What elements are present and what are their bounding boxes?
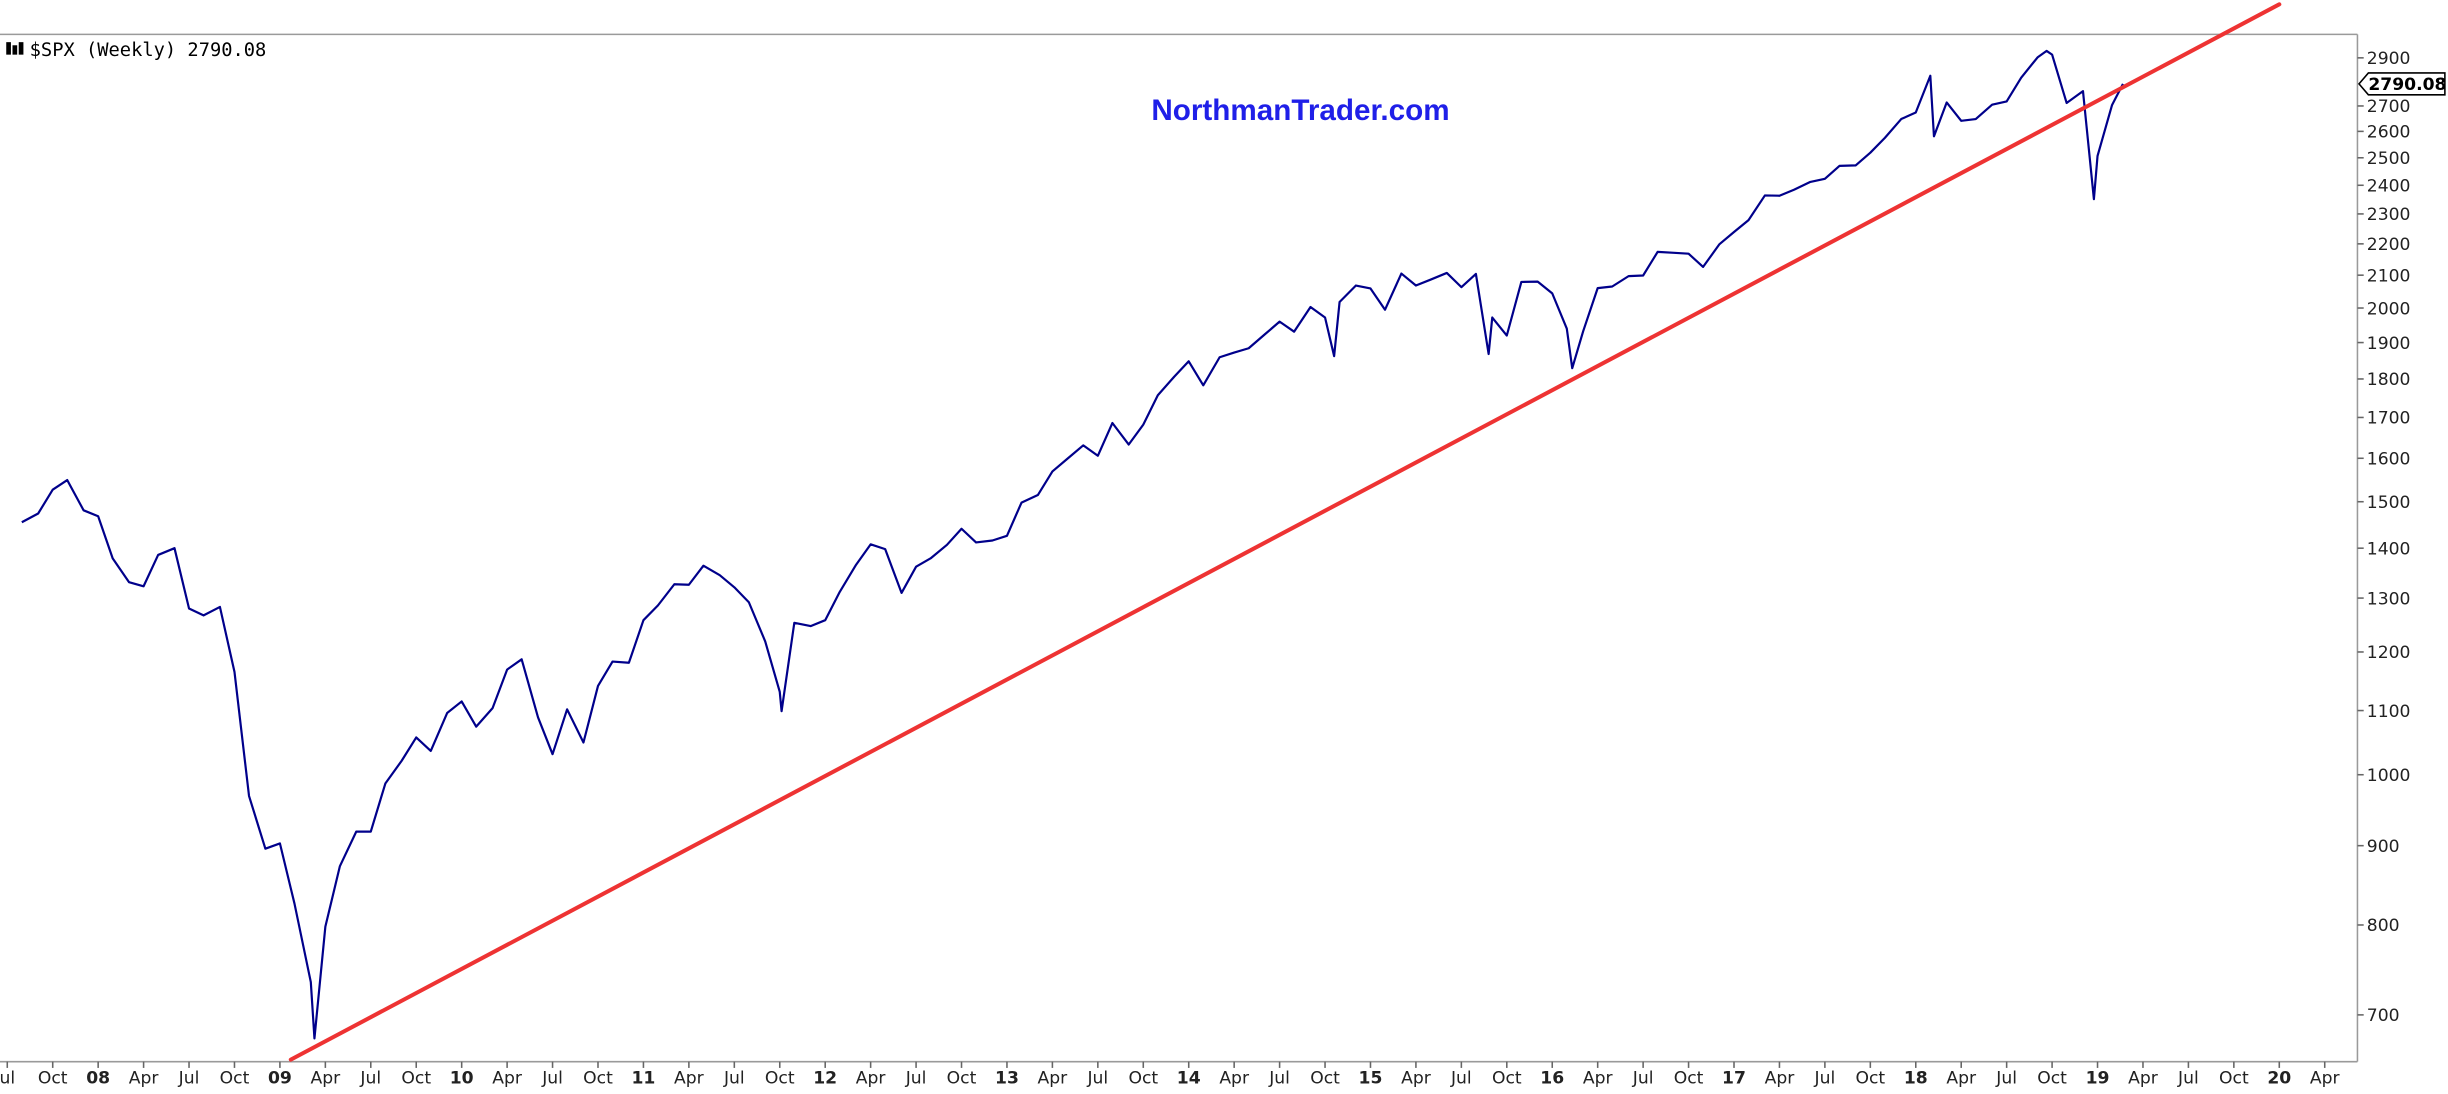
y-tick-label: 2100 (2367, 266, 2411, 286)
y-tick-label: 1900 (2367, 334, 2411, 354)
x-tick-label: Jul (1086, 1069, 1108, 1089)
y-tick-label: 1700 (2367, 409, 2411, 429)
y-tick-label: 700 (2367, 1006, 2400, 1026)
x-tick-label: Oct (38, 1069, 68, 1089)
x-tick-label: Apr (311, 1069, 342, 1089)
y-tick-label: 1400 (2367, 539, 2411, 559)
x-tick-label: Jul (1450, 1069, 1472, 1089)
x-tick-label: Apr (1946, 1069, 1977, 1089)
x-tick-label: 17 (1722, 1069, 1746, 1089)
y-tick-label: 2700 (2367, 97, 2411, 117)
y-tick-label: 1300 (2367, 589, 2411, 609)
y-tick-label: 1100 (2367, 702, 2411, 722)
x-tick-label: Jul (2177, 1069, 2199, 1089)
y-tick-label: 1000 (2367, 766, 2411, 786)
x-tick-label: Jul (1268, 1069, 1290, 1089)
x-tick-label: 18 (1904, 1069, 1928, 1089)
y-tick-label: 2200 (2367, 235, 2411, 255)
x-tick-label: Jul (1814, 1069, 1836, 1089)
x-tick-label: Oct (1674, 1069, 1704, 1089)
x-tick-label: Apr (1038, 1069, 1069, 1089)
y-tick-label: 1500 (2367, 493, 2411, 513)
watermark: NorthmanTrader.com (1151, 94, 1449, 127)
x-tick-label: 08 (86, 1069, 110, 1089)
y-tick-label: 2900 (2367, 49, 2411, 69)
y-tick-label: 1600 (2367, 450, 2411, 470)
x-tick-label: Jul (1632, 1069, 1654, 1089)
x-tick-label: 14 (1177, 1069, 1201, 1089)
y-tick-label: 1800 (2367, 370, 2411, 390)
x-tick-label: 13 (995, 1069, 1019, 1089)
chart-title: $SPX (Weekly) 2790.08 (30, 40, 267, 61)
x-tick-label: Oct (2219, 1069, 2249, 1089)
y-tick-label: 2000 (2367, 299, 2411, 319)
y-tick-label: 2400 (2367, 177, 2411, 197)
x-tick-label: Oct (1128, 1069, 1158, 1089)
x-tick-label: Apr (129, 1069, 160, 1089)
y-tick-label: 2300 (2367, 205, 2411, 225)
x-tick-label: 12 (813, 1069, 837, 1089)
price-label-box (2357, 72, 2446, 96)
x-tick-label: 20 (2267, 1069, 2291, 1089)
x-tick-label: 11 (631, 1069, 655, 1089)
y-tick-label: 1200 (2367, 643, 2411, 663)
x-tick-label: 09 (268, 1069, 292, 1089)
x-tick-label: Jul (541, 1069, 563, 1089)
x-tick-label: Apr (674, 1069, 705, 1089)
x-tick-label: Oct (220, 1069, 250, 1089)
x-tick-label: Jul (359, 1069, 381, 1089)
x-tick-label: Oct (1855, 1069, 1885, 1089)
x-tick-label: Jul (1995, 1069, 2017, 1089)
x-tick-label: 16 (1540, 1069, 1564, 1089)
plot-area (21, 49, 2124, 1040)
price-label: 2790.08 (2368, 75, 2446, 95)
x-tick-label: Apr (1583, 1069, 1614, 1089)
x-tick-label: Oct (2037, 1069, 2067, 1089)
x-tick-label: Oct (765, 1069, 795, 1089)
x-tick-label: Apr (2310, 1069, 2341, 1089)
x-tick-label: Apr (1219, 1069, 1250, 1089)
x-tick-label: 15 (1359, 1069, 1383, 1089)
x-tick-label: Apr (1765, 1069, 1796, 1089)
price-line (21, 49, 2124, 1040)
y-tick-label: 2600 (2367, 123, 2411, 143)
y-tick-label: 900 (2367, 837, 2400, 857)
x-tick-label: 10 (450, 1069, 474, 1089)
x-tick-label: Oct (401, 1069, 431, 1089)
x-tick-label: Apr (2128, 1069, 2159, 1089)
x-tick-label: Apr (856, 1069, 887, 1089)
x-tick-label: ul (0, 1069, 15, 1089)
y-tick-label: 800 (2367, 916, 2400, 936)
x-tick-label: Jul (723, 1069, 745, 1089)
x-tick-label: Apr (492, 1069, 523, 1089)
x-tick-label: Apr (1401, 1069, 1432, 1089)
x-tick-label: 19 (2086, 1069, 2110, 1089)
x-tick-label: Oct (583, 1069, 613, 1089)
x-tick-label: Jul (905, 1069, 927, 1089)
x-tick-label: Oct (1492, 1069, 1522, 1089)
y-tick-label: 2500 (2367, 149, 2411, 169)
title-icon (6, 42, 24, 55)
x-tick-label: Oct (1310, 1069, 1340, 1089)
x-tick-label: Jul (178, 1069, 200, 1089)
trendline (288, 2, 2282, 1062)
x-tick-label: Oct (947, 1069, 977, 1089)
